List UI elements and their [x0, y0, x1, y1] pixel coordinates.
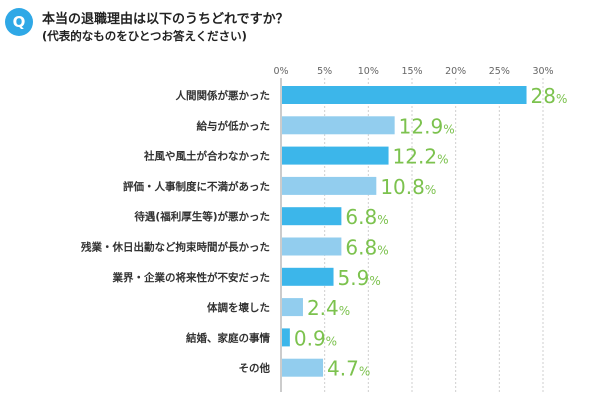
bar — [282, 267, 334, 286]
category-label: 給与が低かった — [197, 119, 271, 132]
x-tick-label: 10% — [358, 66, 379, 77]
data-label-unit: % — [339, 304, 350, 318]
category-label: 待遇(福利厚生等)が悪かった — [134, 210, 270, 223]
data-label-unit: % — [359, 365, 370, 379]
data-label: 28% — [531, 84, 568, 108]
bar — [282, 207, 342, 226]
data-label: 10.8% — [380, 175, 436, 199]
x-tick-label: 15% — [401, 66, 422, 77]
bar — [282, 116, 395, 135]
bar — [282, 176, 377, 195]
data-label-unit: % — [369, 274, 380, 288]
category-label: 業界・企業の将来性が不安だった — [112, 271, 271, 284]
x-tick-label: 0% — [273, 66, 288, 77]
data-label: 12.9% — [399, 114, 455, 138]
bar — [282, 328, 290, 347]
category-label: その他 — [239, 362, 271, 375]
question-badge-icon: Q — [5, 8, 33, 36]
data-label: 5.9% — [338, 266, 381, 290]
question-title: 本当の退職理由は以下のうちどれですか？ — [42, 12, 289, 27]
category-label: 結婚、家庭の事情 — [186, 331, 270, 344]
data-label: 2.4% — [307, 296, 350, 320]
data-label-unit: % — [437, 153, 448, 167]
x-tick-label: 5% — [317, 66, 332, 77]
data-label-unit: % — [425, 183, 436, 197]
bar — [282, 298, 303, 317]
data-label-unit: % — [377, 244, 388, 258]
category-label: 評価・人事制度に不満があった — [123, 180, 270, 193]
bar — [282, 146, 389, 165]
x-tick-label: 25% — [489, 66, 510, 77]
category-label: 体調を壊した — [207, 301, 270, 314]
bar — [282, 237, 342, 256]
data-label: 6.8% — [345, 205, 388, 229]
x-tick-label: 30% — [532, 66, 553, 77]
data-label: 4.7% — [327, 357, 370, 381]
bar — [282, 358, 324, 377]
x-tick-label: 20% — [445, 66, 466, 77]
question-subtitle: (代表的なものをひとつお答えください) — [42, 29, 247, 43]
category-label: 残業・休日出勤など拘束時間が長かった — [81, 241, 270, 254]
category-label: 人間関係が悪かった — [176, 89, 271, 102]
data-label-unit: % — [443, 122, 454, 136]
data-label: 6.8% — [345, 236, 388, 260]
bar — [282, 86, 527, 104]
category-label: 社風や風土が合わなかった — [143, 150, 270, 163]
data-label-unit: % — [556, 92, 567, 106]
data-label-unit: % — [326, 334, 337, 348]
data-label-unit: % — [377, 213, 388, 227]
data-label: 0.9% — [294, 326, 337, 350]
data-label: 12.2% — [393, 145, 449, 169]
